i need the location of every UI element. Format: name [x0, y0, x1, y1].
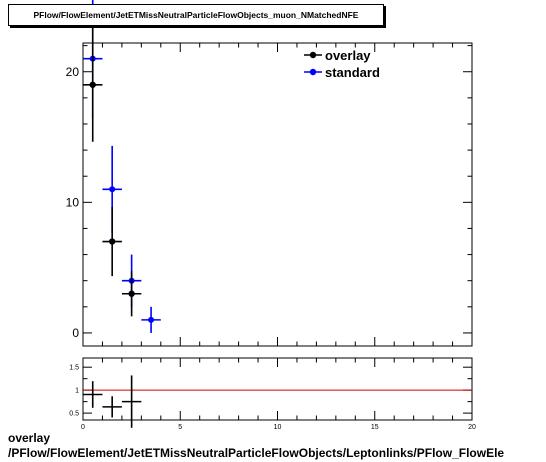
caption-line-1: overlay	[8, 431, 51, 445]
ratio-y-tick-label: 1.5	[69, 365, 79, 372]
chart-title-box: PFlow/FlowElement/JetETMissNeutralPartic…	[8, 4, 384, 26]
ratio-x-tick-label: 15	[371, 424, 379, 431]
legend: overlay standard	[304, 48, 380, 80]
ratio-x-tick-label: 20	[468, 424, 476, 431]
main-y-tick-label: 0	[72, 326, 79, 340]
ratio-plot-marks	[83, 375, 472, 428]
overlay-point	[108, 238, 116, 245]
chart-title: PFlow/FlowElement/JetETMissNeutralPartic…	[33, 10, 359, 20]
ratio-y-tick-label: 1	[75, 388, 79, 395]
main-y-tick-label: 10	[66, 196, 80, 210]
ratio-x-tick-label: 5	[178, 424, 182, 431]
main-plot-frame: 0 10 20	[66, 42, 473, 347]
ratio-x-tick-label: 0	[81, 424, 85, 431]
legend-label: overlay	[325, 48, 371, 63]
main-plot-marks	[83, 0, 161, 333]
main-y-tick-label: 20	[66, 65, 80, 79]
legend-marker	[309, 68, 317, 76]
caption-line-2: /PFlow/FlowElement/JetETMissNeutralParti…	[8, 446, 505, 460]
ratio-axes-box	[82, 357, 473, 421]
legend-label: standard	[325, 65, 380, 80]
ratio-plot-frame: 0 5 10 15 20 0.5 1 1.5	[69, 357, 476, 431]
ratio-x-tick-label: 10	[274, 424, 282, 431]
standard-point	[148, 316, 155, 323]
legend-marker	[309, 51, 317, 59]
ratio-y-tick-label: 0.5	[69, 411, 79, 418]
overlay-point	[89, 81, 96, 88]
main-axes-box	[82, 42, 473, 347]
overlay-point	[128, 290, 135, 297]
standard-point	[109, 186, 116, 193]
